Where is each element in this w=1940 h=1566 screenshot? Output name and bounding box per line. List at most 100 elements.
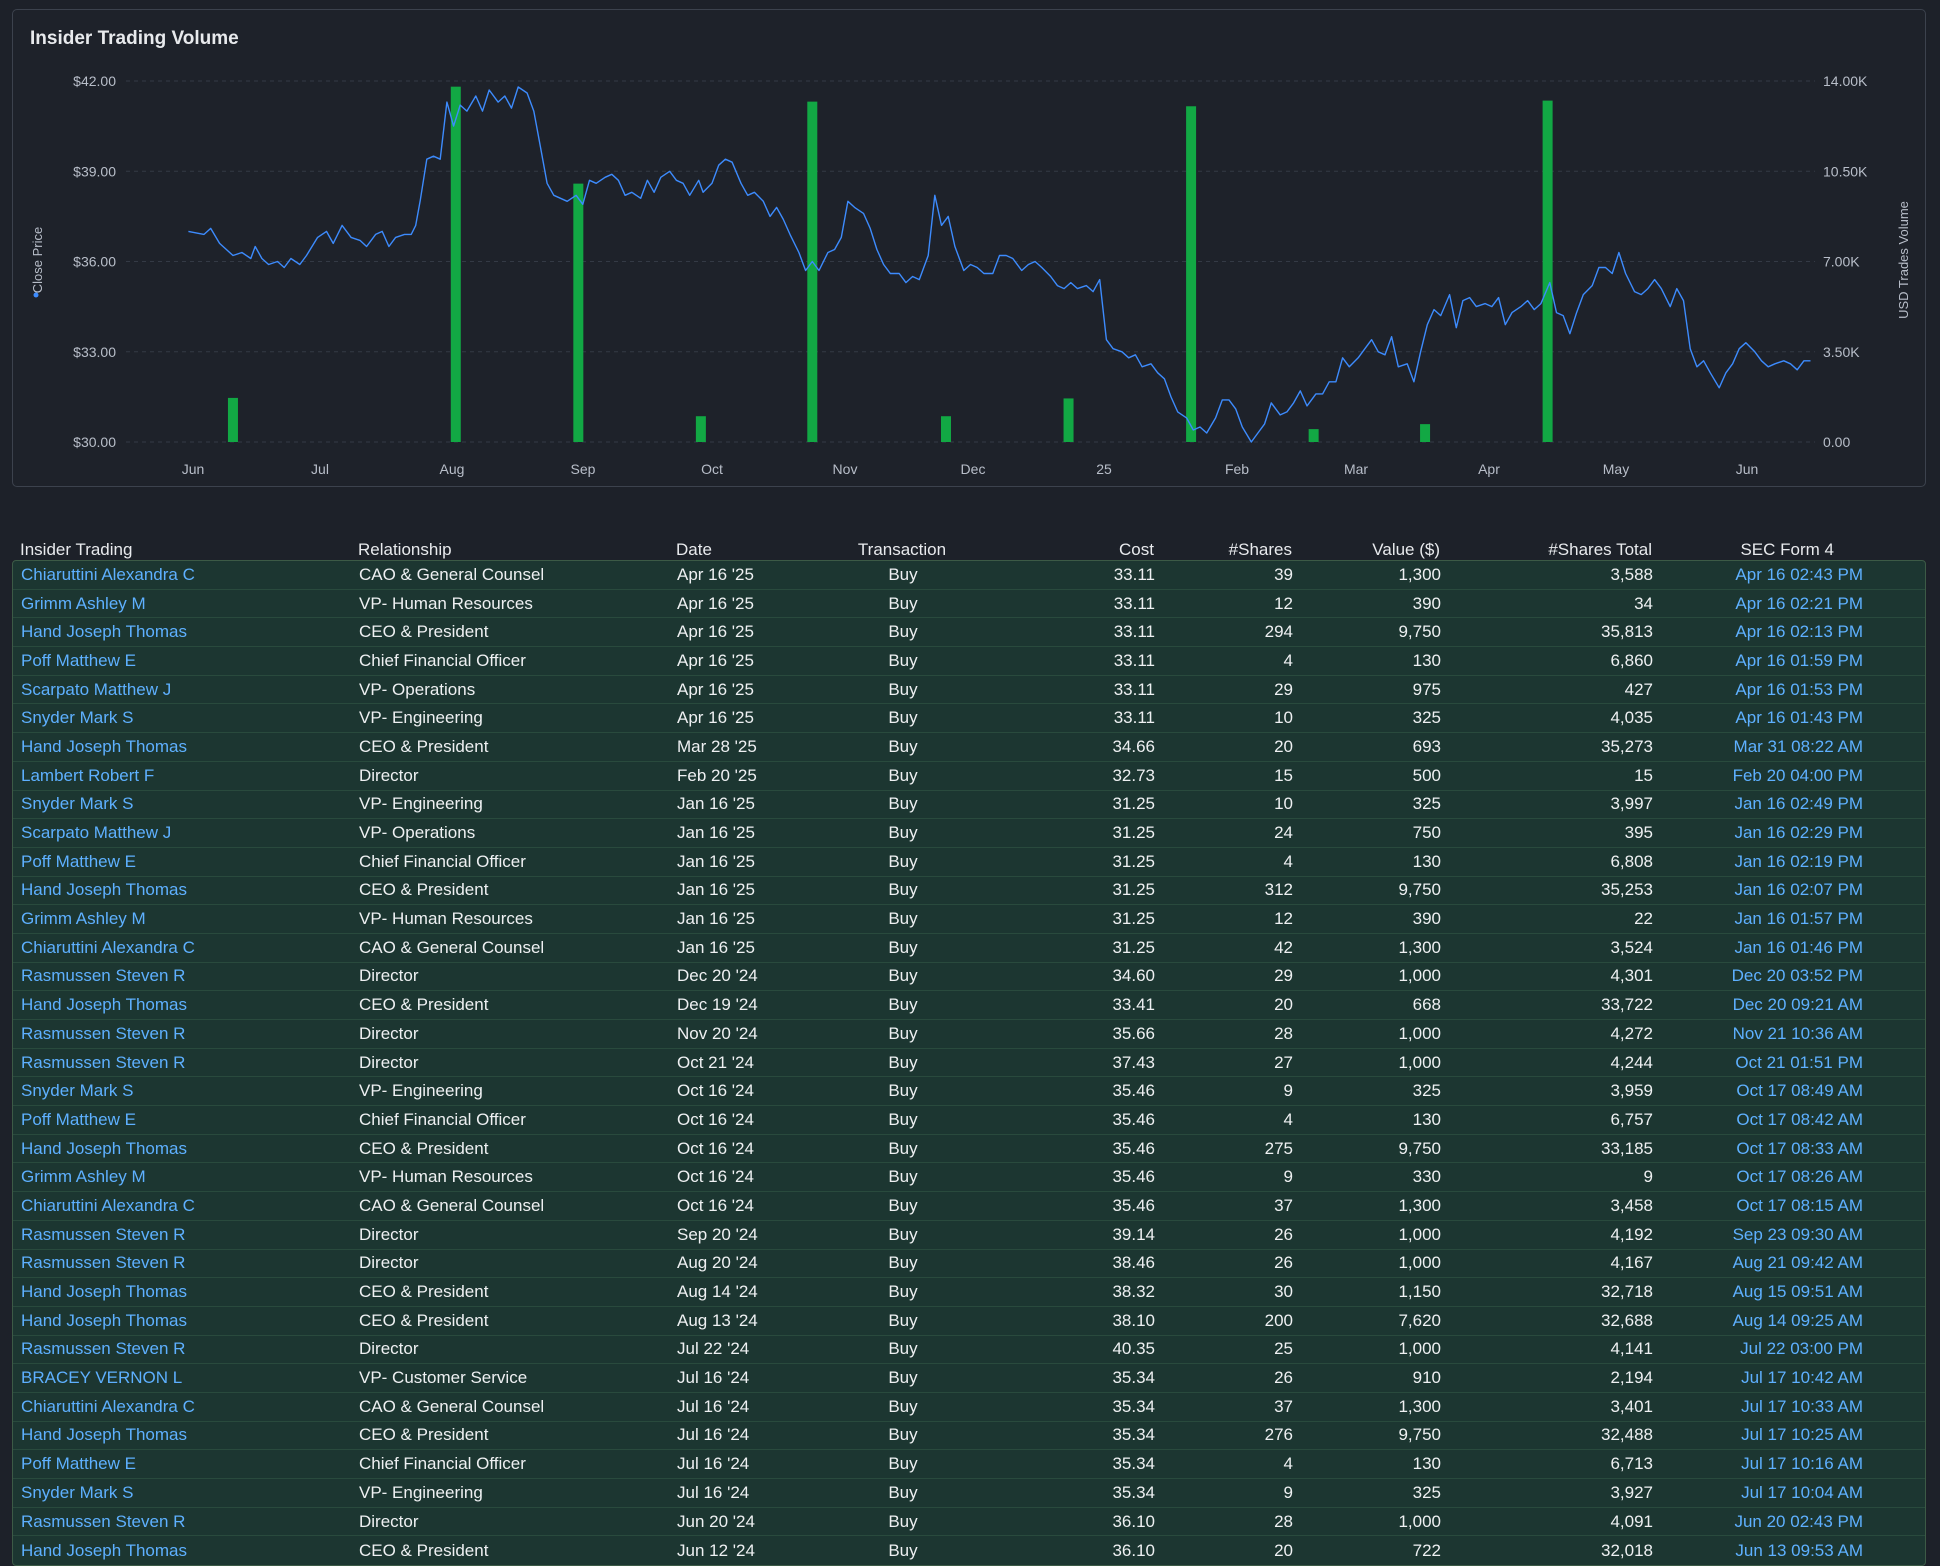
- sec-form-link[interactable]: Oct 17 08:26 AM: [1736, 1167, 1863, 1187]
- sec-form-link[interactable]: Apr 16 02:43 PM: [1735, 564, 1863, 584]
- cost: 33.11: [1113, 622, 1155, 642]
- insider-name-link[interactable]: Hand Joseph Thomas: [21, 1310, 188, 1330]
- sec-form-link[interactable]: Oct 21 01:51 PM: [1735, 1052, 1863, 1072]
- volume-bar: [1308, 429, 1319, 442]
- sec-form-link[interactable]: Jun 20 02:43 PM: [1734, 1511, 1863, 1531]
- sec-form-link[interactable]: Feb 20 04:00 PM: [1732, 765, 1863, 785]
- sec-form-link[interactable]: Jan 16 02:07 PM: [1734, 880, 1863, 900]
- value: 390: [1412, 593, 1441, 613]
- trade-date: Jan 16 '25: [677, 823, 755, 843]
- insider-name-link[interactable]: Poff Matthew E: [21, 851, 136, 871]
- col-shares-total[interactable]: #Shares Total: [1548, 540, 1652, 559]
- sec-form-link[interactable]: Jan 16 02:29 PM: [1734, 823, 1863, 843]
- sec-form-link[interactable]: Aug 21 09:42 AM: [1732, 1253, 1863, 1273]
- trade-date: Mar 28 '25: [677, 736, 757, 756]
- sec-form-link[interactable]: Jul 17 10:25 AM: [1741, 1425, 1863, 1445]
- sec-form-link[interactable]: Apr 16 01:59 PM: [1735, 650, 1863, 670]
- insider-name-link[interactable]: Rasmussen Steven R: [21, 1052, 186, 1072]
- insider-name-link[interactable]: Lambert Robert F: [21, 765, 155, 785]
- transaction-type: Buy: [888, 1454, 918, 1474]
- sec-form-link[interactable]: Jan 16 01:46 PM: [1734, 937, 1863, 957]
- sec-form-link[interactable]: Apr 16 02:21 PM: [1735, 593, 1863, 613]
- trade-date: Apr 16 '25: [677, 650, 754, 670]
- insider-name-link[interactable]: Hand Joseph Thomas: [21, 880, 188, 900]
- sec-form-link[interactable]: Apr 16 02:13 PM: [1735, 622, 1863, 642]
- sec-form-link[interactable]: Dec 20 09:21 AM: [1732, 995, 1863, 1015]
- insider-name-link[interactable]: Rasmussen Steven R: [21, 1023, 186, 1043]
- cost: 34.66: [1112, 736, 1155, 756]
- sec-form-link[interactable]: Jan 16 02:49 PM: [1734, 794, 1863, 814]
- sec-form-link[interactable]: Jul 17 10:04 AM: [1741, 1482, 1863, 1502]
- insider-name-link[interactable]: Hand Joseph Thomas: [21, 995, 188, 1015]
- insider-name-link[interactable]: Chiaruttini Alexandra C: [21, 1195, 195, 1215]
- sec-form-link[interactable]: Aug 14 09:25 AM: [1732, 1310, 1863, 1330]
- col-sec-form[interactable]: SEC Form 4: [1740, 540, 1834, 559]
- relationship: CAO & General Counsel: [359, 1396, 545, 1416]
- insider-name-link[interactable]: Rasmussen Steven R: [21, 1511, 186, 1531]
- shares-total: 3,997: [1610, 794, 1653, 814]
- table-row: Poff Matthew E Chief Financial Officer Jul…: [13, 1450, 1925, 1479]
- sec-form-link[interactable]: Jul 22 03:00 PM: [1740, 1339, 1863, 1359]
- sec-form-link[interactable]: Jul 17 10:16 AM: [1741, 1454, 1863, 1474]
- sec-form-link[interactable]: Apr 16 01:43 PM: [1735, 708, 1863, 728]
- sec-form-link[interactable]: Jan 16 02:19 PM: [1734, 851, 1863, 871]
- sec-form-link[interactable]: Sep 23 09:30 AM: [1732, 1224, 1863, 1244]
- table-row: Hand Joseph Thomas CEO & President Jun 12 …: [13, 1536, 1925, 1565]
- sec-form-link[interactable]: Nov 21 10:36 AM: [1732, 1023, 1863, 1043]
- table-row: Grimm Ashley M VP- Human Resources Apr 16 …: [13, 590, 1925, 619]
- sec-form-link[interactable]: Jul 17 10:33 AM: [1741, 1396, 1863, 1416]
- insider-name-link[interactable]: Rasmussen Steven R: [21, 1224, 186, 1244]
- sec-form-link[interactable]: Jun 13 09:53 AM: [1735, 1540, 1863, 1560]
- insider-name-link[interactable]: Chiaruttini Alexandra C: [21, 564, 195, 584]
- insider-name-link[interactable]: Snyder Mark S: [21, 1081, 134, 1101]
- insider-name-link[interactable]: Scarpato Matthew J: [21, 823, 172, 843]
- transaction-type: Buy: [888, 765, 918, 785]
- sec-form-link[interactable]: Oct 17 08:42 AM: [1736, 1109, 1863, 1129]
- insider-name-link[interactable]: Snyder Mark S: [21, 708, 134, 728]
- insider-name-link[interactable]: Rasmussen Steven R: [21, 966, 186, 986]
- insider-name-link[interactable]: Scarpato Matthew J: [21, 679, 172, 699]
- insider-name-link[interactable]: Hand Joseph Thomas: [21, 1425, 188, 1445]
- insider-name-link[interactable]: BRACEY VERNON L: [21, 1368, 183, 1388]
- sec-form-link[interactable]: Apr 16 01:53 PM: [1735, 679, 1863, 699]
- insider-name-link[interactable]: Rasmussen Steven R: [21, 1339, 186, 1359]
- insider-name-link[interactable]: Grimm Ashley M: [21, 1167, 146, 1187]
- col-shares[interactable]: #Shares: [1228, 540, 1292, 559]
- sec-form-link[interactable]: Dec 20 03:52 PM: [1731, 966, 1863, 986]
- sec-form-link[interactable]: Oct 17 08:33 AM: [1736, 1138, 1863, 1158]
- insider-name-link[interactable]: Rasmussen Steven R: [21, 1253, 186, 1273]
- trade-date: Aug 14 '24: [677, 1282, 758, 1302]
- insider-name-link[interactable]: Snyder Mark S: [21, 794, 134, 814]
- insider-name-link[interactable]: Hand Joseph Thomas: [21, 1282, 188, 1302]
- sec-form-link[interactable]: Oct 17 08:49 AM: [1736, 1081, 1863, 1101]
- col-date[interactable]: Date: [676, 540, 712, 559]
- x-tick-label: Dec: [961, 461, 986, 477]
- col-cost[interactable]: Cost: [1119, 540, 1154, 559]
- col-relationship[interactable]: Relationship: [358, 540, 452, 559]
- insider-name-link[interactable]: Chiaruttini Alexandra C: [21, 1396, 195, 1416]
- insider-name-link[interactable]: Poff Matthew E: [21, 1109, 136, 1129]
- col-insider[interactable]: Insider Trading: [20, 540, 133, 559]
- sec-form-link[interactable]: Mar 31 08:22 AM: [1733, 736, 1863, 756]
- insider-name-link[interactable]: Grimm Ashley M: [21, 909, 146, 929]
- sec-form-link[interactable]: Jul 17 10:42 AM: [1741, 1368, 1863, 1388]
- relationship: Director: [359, 966, 419, 986]
- insider-name-link[interactable]: Hand Joseph Thomas: [21, 736, 188, 756]
- relationship: CAO & General Counsel: [359, 937, 545, 957]
- shares: 312: [1264, 880, 1293, 900]
- sec-form-link[interactable]: Jan 16 01:57 PM: [1734, 909, 1863, 929]
- col-value[interactable]: Value ($): [1372, 540, 1440, 559]
- insider-name-link[interactable]: Chiaruttini Alexandra C: [21, 937, 195, 957]
- insider-name-link[interactable]: Hand Joseph Thomas: [21, 1540, 188, 1560]
- sec-form-link[interactable]: Oct 17 08:15 AM: [1736, 1195, 1863, 1215]
- col-transaction[interactable]: Transaction: [857, 540, 947, 559]
- insider-name-link[interactable]: Poff Matthew E: [21, 650, 136, 670]
- x-tick-label: Aug: [440, 461, 465, 477]
- y-left-axis-label: Close Price: [30, 227, 45, 293]
- insider-name-link[interactable]: Hand Joseph Thomas: [21, 1138, 188, 1158]
- sec-form-link[interactable]: Aug 15 09:51 AM: [1732, 1282, 1863, 1302]
- insider-name-link[interactable]: Grimm Ashley M: [21, 593, 146, 613]
- insider-name-link[interactable]: Poff Matthew E: [21, 1454, 136, 1474]
- insider-name-link[interactable]: Hand Joseph Thomas: [21, 622, 188, 642]
- insider-name-link[interactable]: Snyder Mark S: [21, 1482, 134, 1502]
